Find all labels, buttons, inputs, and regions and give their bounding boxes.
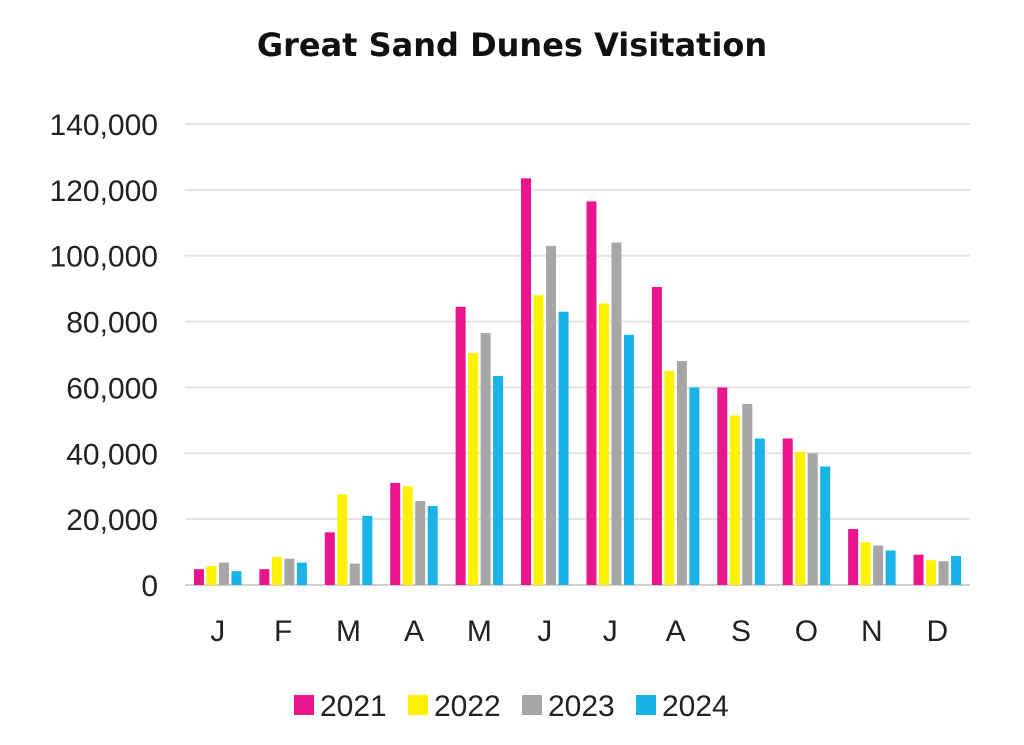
bar-2024 xyxy=(558,311,569,585)
bar-2022 xyxy=(729,415,740,585)
bar-2021 xyxy=(455,306,466,585)
x-tick-label: F xyxy=(274,615,292,648)
x-tick-label: J xyxy=(210,615,225,648)
bar-2024 xyxy=(427,505,438,585)
y-tick-label: 40,000 xyxy=(66,438,158,471)
bar-2023 xyxy=(480,333,491,585)
bar-2024 xyxy=(754,438,765,585)
bar-2024 xyxy=(689,387,700,585)
bar-2022 xyxy=(795,451,806,585)
legend-label: 2021 xyxy=(320,690,387,723)
x-tick-label: D xyxy=(926,615,948,648)
y-tick-label: 20,000 xyxy=(66,504,158,537)
y-axis-ticks: 0 20,000 40,000 60,000 80,000 100,000 120,000 1… xyxy=(50,109,158,603)
bar-2023 xyxy=(873,545,884,585)
y-tick-label: 100,000 xyxy=(50,241,158,274)
y-tick-label: 0 xyxy=(141,570,158,603)
bar-2023 xyxy=(284,558,295,585)
bar-2024 xyxy=(493,375,504,585)
bar-2024 xyxy=(623,334,634,585)
bar-2023 xyxy=(611,242,622,586)
bar-2021 xyxy=(651,286,662,585)
bar-2021 xyxy=(390,482,401,585)
x-tick-label: O xyxy=(795,615,818,648)
bar-2022 xyxy=(468,352,479,585)
bar-2022 xyxy=(664,370,675,585)
bar-2023 xyxy=(742,403,753,585)
legend: 2021 2022 2023 2024 xyxy=(294,690,729,723)
bar-2021 xyxy=(193,569,204,585)
x-tick-label: M xyxy=(336,615,361,648)
bar-2022 xyxy=(926,560,937,585)
legend-swatch xyxy=(408,695,428,715)
bar-2024 xyxy=(231,571,242,585)
bar-2022 xyxy=(337,494,348,585)
x-tick-label: N xyxy=(861,615,883,648)
x-tick-label: A xyxy=(666,615,686,648)
y-tick-label: 140,000 xyxy=(50,109,158,142)
legend-swatch xyxy=(636,695,656,715)
bar-2022 xyxy=(533,295,544,585)
bar-2023 xyxy=(349,563,360,585)
bar-2021 xyxy=(521,178,532,585)
legend-label: 2022 xyxy=(434,690,501,723)
gridlines xyxy=(185,123,970,586)
x-tick-label: A xyxy=(404,615,424,648)
legend-swatch xyxy=(522,695,542,715)
x-tick-label: M xyxy=(467,615,492,648)
bar-2023 xyxy=(218,562,229,585)
bar-2021 xyxy=(782,438,793,585)
bar-2021 xyxy=(324,532,335,585)
x-tick-label: S xyxy=(731,615,751,648)
bar-2022 xyxy=(271,557,282,585)
legend-label: 2023 xyxy=(548,690,615,723)
bar-2023 xyxy=(546,245,557,586)
bar-2024 xyxy=(296,562,307,585)
bar-2023 xyxy=(938,561,949,585)
y-tick-label: 80,000 xyxy=(66,307,158,340)
y-tick-label: 60,000 xyxy=(66,372,158,405)
bar-2021 xyxy=(586,201,597,585)
legend-label: 2024 xyxy=(662,690,729,723)
x-tick-label: J xyxy=(603,615,618,648)
chart-title: Great Sand Dunes Visitation xyxy=(256,26,768,64)
bars xyxy=(193,178,962,586)
bar-2024 xyxy=(885,550,896,585)
y-tick-label: 120,000 xyxy=(50,175,158,208)
bar-2022 xyxy=(860,542,871,585)
bar-2021 xyxy=(848,529,859,585)
bar-2021 xyxy=(259,569,270,585)
bar-2022 xyxy=(402,486,413,585)
bar-2023 xyxy=(807,453,818,585)
bar-2023 xyxy=(415,501,426,585)
bar-2024 xyxy=(362,515,373,585)
x-tick-label: J xyxy=(537,615,552,648)
bar-2024 xyxy=(951,556,962,585)
bar-2022 xyxy=(206,565,217,585)
legend-swatch xyxy=(294,695,314,715)
bar-2021 xyxy=(717,387,728,585)
bar-2021 xyxy=(913,554,924,585)
bar-2023 xyxy=(676,361,687,585)
bar-2022 xyxy=(598,303,609,585)
bar-2024 xyxy=(820,466,831,585)
